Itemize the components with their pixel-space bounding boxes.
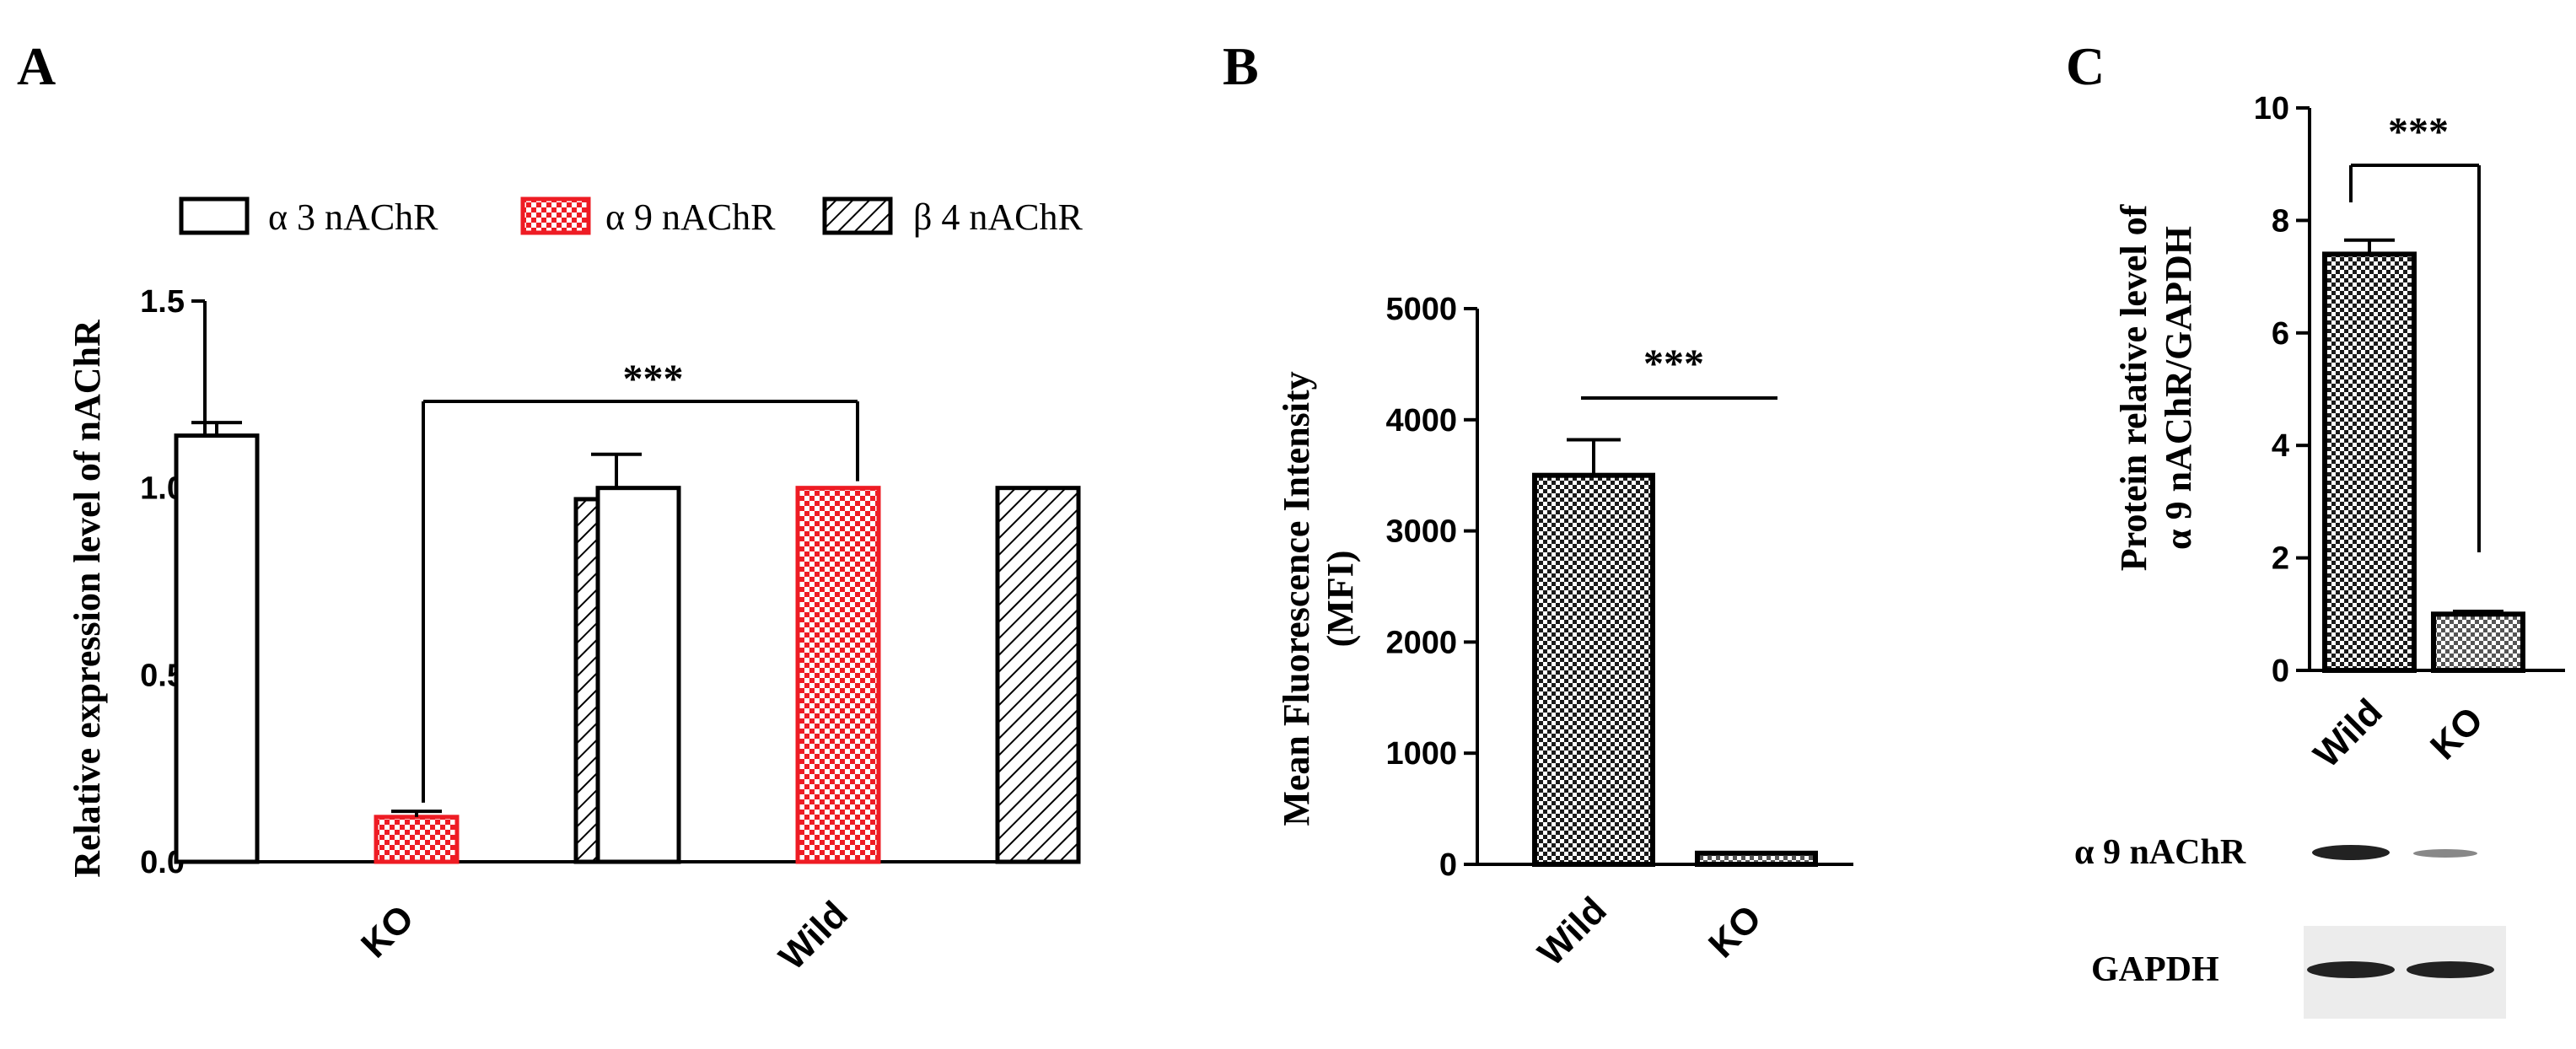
chart-c-bar-wild [2322,251,2417,673]
chart-c-ytick-label-3: 6 [2272,316,2289,352]
chart-b-bar-wild [1532,472,1655,867]
legend-swatch-alpha9 [520,196,591,235]
chart-b-cat-label-1: KO [1701,897,1769,966]
chart-a-bar-ko-0 [174,433,260,864]
chart-c-ytick-label-0: 0 [2272,654,2289,689]
chart-b-ytick-label-1: 1000 [1385,736,1457,772]
chart-a-cat-label-1: Wild [772,894,856,978]
blot-band-gapdh-wild [2307,961,2395,978]
chart-c-cat-label-0: Wild [2306,691,2390,776]
chart-a-bar-ko-1 [374,815,460,864]
legend-swatch-beta4 [822,196,893,235]
chart-b-ylabel: Mean Fluorescence Intensity [1276,371,1317,826]
chart-a-ytick-label-3: 1.5 [140,284,185,320]
legend-label-beta4: β 4 nAChR [913,196,1084,238]
chart-b-cat-label-0: Wild [1530,890,1615,974]
chart-c-sig-label: *** [2388,110,2449,154]
chart-c-ytick-label-5: 10 [2254,91,2289,126]
chart-c-cat-label-1: KO [2423,699,2491,767]
chart-a-ylabel: Relative expression level of nAChR [67,319,108,878]
blot-label-alpha9: α 9 nAChR [2074,833,2246,872]
chart-b-bar-ko [1695,850,1818,868]
blot-label-gapdh: GAPDH [2091,950,2219,989]
chart-b-ytick-label-3: 3000 [1385,514,1457,550]
chart-a-bar-wild-2 [995,486,1081,864]
chart-b-ytick-label-5: 5000 [1385,292,1457,327]
legend-label-alpha3: α 3 nAChR [268,196,438,238]
chart-a-bar-wild-0 [595,486,681,864]
chart-b-ylabel2: (MFI) [1320,551,1361,648]
chart-a-bar-wild-1 [795,486,881,864]
western-blot: α 9 nAChR GAPDH [2074,833,2506,1019]
panel-letter-b: B [1223,36,1259,96]
legend-label-alpha9: α 9 nAChR [605,196,776,238]
chart-a-sig-label: *** [623,357,684,401]
chart-c-ytick-label-2: 4 [2272,428,2289,464]
chart-b-ytick-label-0: 0 [1439,847,1457,883]
chart-c-bar-ko [2431,611,2525,673]
blot-band-gapdh-ko [2407,961,2494,978]
chart-c-ylabel: Protein relative level of [2113,203,2154,571]
panel-letter-c: C [2066,36,2105,96]
chart-b-sig-label: *** [1643,342,1704,386]
chart-c-ytick-label-1: 2 [2272,541,2289,577]
legend-swatch-alpha3 [179,196,250,235]
chart-c-ylabel2: α 9 nAChR/GAPDH [2158,226,2199,550]
blot-band-alpha9-ko [2413,849,2477,858]
chart-b-ytick-label-4: 4000 [1385,403,1457,438]
chart-b-ytick-label-2: 2000 [1385,625,1457,660]
blot-band-alpha9-wild [2312,845,2390,860]
legend: α 3 nAChR α 9 nAChR β 4 nAChR [179,196,1084,238]
chart-a-cat-label-0: KO [353,897,422,966]
chart-a: Relative expression level of nAChR 0.00.… [67,284,1081,978]
chart-c-ytick-label-4: 8 [2272,203,2289,239]
panel-letter-a: A [17,36,56,96]
chart-b: Mean Fluorescence Intensity (MFI) 0 1000 2… [1276,292,1853,974]
chart-c: Protein relative level of α 9 nAChR/GAPD… [2113,91,2565,776]
